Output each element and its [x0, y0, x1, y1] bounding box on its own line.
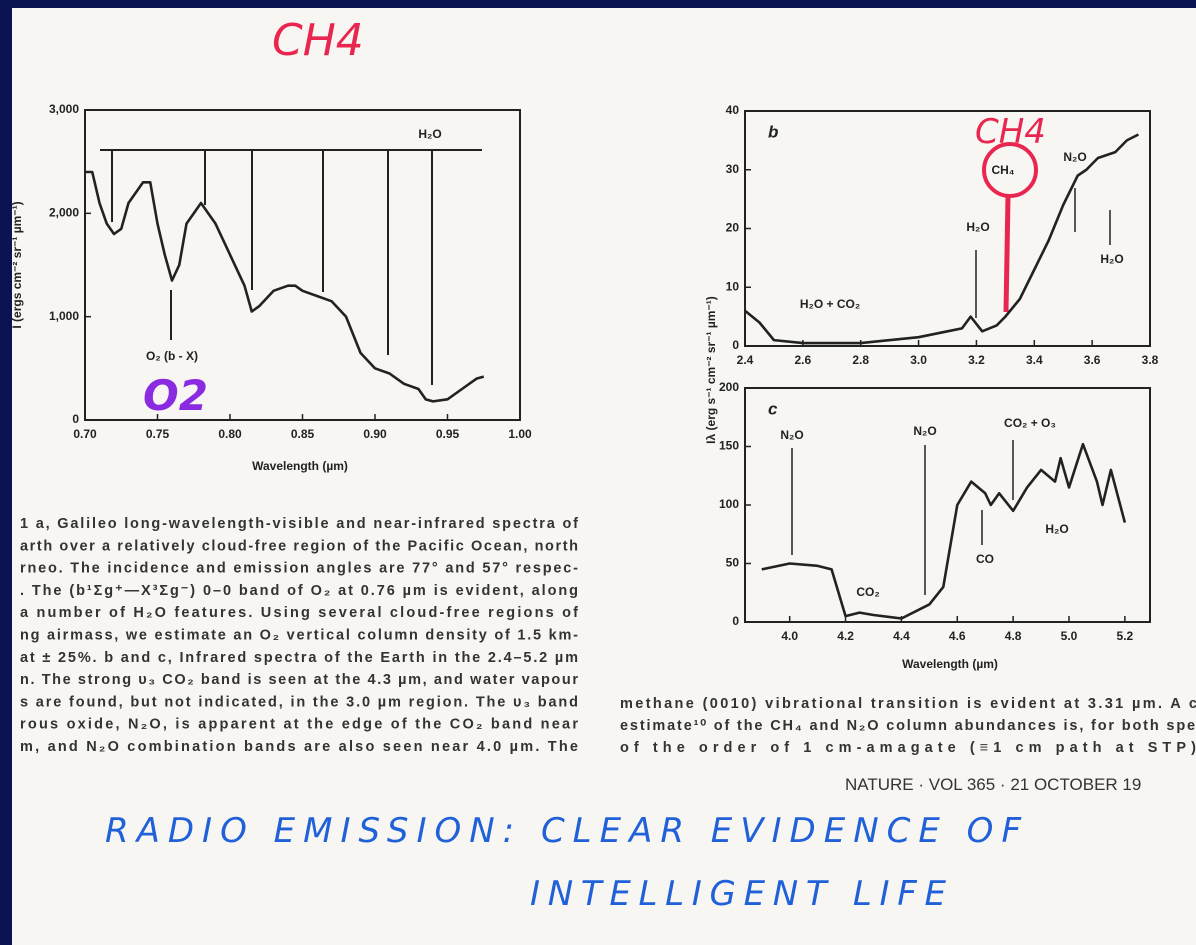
caption-line: ng airmass, we estimate an O₂ vertical c… — [20, 628, 578, 644]
annotation: O₂ (b - X) — [146, 349, 198, 363]
h2o-markers — [100, 149, 482, 385]
y-tick-label: 1,000 — [49, 309, 79, 323]
caption-line: m, and N₂O combination bands are also se… — [20, 739, 578, 755]
annotation-ticks — [791, 188, 1111, 595]
caption-line: arth over a relatively cloud-free region… — [20, 538, 578, 554]
y-tick-label: 200 — [719, 380, 739, 394]
annotation: N₂O — [913, 424, 936, 438]
spectrum-line — [85, 170, 485, 403]
annotation: CH₄ — [991, 163, 1014, 177]
y-tick-label: 50 — [726, 556, 740, 570]
y-tick-label: 0 — [732, 614, 739, 628]
handwritten-ch4-b: CH4 — [975, 112, 1046, 152]
spectrum-line — [744, 133, 1140, 345]
y-tick-label: 3,000 — [49, 102, 79, 116]
x-tick-label: 4.8 — [1005, 629, 1022, 643]
annotation: CO₂ — [856, 585, 879, 599]
handwritten-ch4: CH4 — [272, 15, 364, 66]
panel-letter: b — [768, 122, 778, 141]
caption-line: . The (b¹Σg⁺—X³Σg⁻) 0–0 band of O₂ at 0.… — [20, 583, 578, 599]
caption-line: methane (0010) vibrational transition is… — [620, 696, 1196, 712]
x-tick-label: 2.4 — [737, 353, 754, 367]
y-tick-label: 150 — [719, 439, 739, 453]
y-axis-label: I (ergs cm⁻² sr⁻¹ µm⁻¹) — [10, 201, 24, 328]
x-tick-label: 2.8 — [852, 353, 869, 367]
annotation: N₂O — [780, 428, 803, 442]
annotation: CO₂ + O₃ — [1004, 416, 1056, 430]
spectrum-line — [761, 442, 1127, 620]
handwritten-o2: O2 — [143, 371, 208, 420]
caption-line: s are found, but not indicated, in the 3… — [20, 694, 578, 710]
y-tick-label: 30 — [726, 162, 740, 176]
annotation: H₂O — [1100, 252, 1123, 266]
paper — [12, 8, 1196, 945]
caption-line: n. The strong υ₃ CO₂ band is seen at the… — [20, 672, 578, 688]
handwritten-line1: RADIO EMISSION: CLEAR EVIDENCE OF — [105, 811, 1025, 851]
x-tick-label: 4.6 — [949, 629, 966, 643]
y-tick-label: 100 — [719, 497, 739, 511]
x-tick-label: 0.85 — [291, 427, 315, 441]
y-axis-label: Iλ (erg s⁻¹ cm⁻² sr⁻¹ µm⁻¹) — [704, 296, 718, 444]
x-tick-label: 4.0 — [781, 629, 798, 643]
x-tick-label: 3.8 — [1142, 353, 1159, 367]
y-tick-label: 40 — [726, 103, 740, 117]
annotation: H₂O — [966, 220, 989, 234]
x-tick-label: 0.70 — [73, 427, 97, 441]
y-tick-label: 10 — [726, 279, 740, 293]
caption-line: 1 a, Galileo long-wavelength-visible and… — [20, 516, 578, 532]
x-tick-label: 2.6 — [795, 353, 812, 367]
x-axis-label: Wavelength (µm) — [902, 657, 998, 671]
x-tick-label: 0.90 — [363, 427, 387, 441]
x-tick-label: 3.4 — [1026, 353, 1043, 367]
x-tick-label: 3.2 — [968, 353, 985, 367]
x-tick-label: 4.2 — [837, 629, 854, 643]
annotation: H₂O + CO₂ — [800, 297, 860, 311]
annotation: H₂O — [1045, 522, 1068, 536]
x-tick-label: 3.6 — [1084, 353, 1101, 367]
panel-letter: c — [768, 399, 778, 418]
annotation: N₂O — [1063, 150, 1086, 164]
x-tick-label: 1.00 — [508, 427, 532, 441]
x-tick-label: 5.0 — [1061, 629, 1078, 643]
y-tick-label: 0 — [732, 338, 739, 352]
x-tick-label: 0.75 — [146, 427, 170, 441]
ch4-circle — [982, 142, 1038, 198]
x-tick-label: 0.80 — [218, 427, 242, 441]
x-tick-label: 3.0 — [910, 353, 927, 367]
x-tick-label: 4.4 — [893, 629, 910, 643]
annotation: CO — [976, 552, 994, 566]
caption-line: estimate¹⁰ of the CH₄ and N₂O column abu… — [620, 718, 1196, 734]
footer: NATURE · VOL 365 · 21 OCTOBER 19 — [845, 775, 1141, 794]
y-tick-label: 20 — [726, 221, 740, 235]
x-axis-label: Wavelength (µm) — [252, 459, 348, 473]
ch4-pointer — [1003, 195, 1011, 313]
y-tick-label: 0 — [72, 412, 79, 426]
x-tick-label: 0.95 — [436, 427, 460, 441]
x-tick-label: 5.2 — [1117, 629, 1134, 643]
y-tick-label: 2,000 — [49, 206, 79, 220]
caption-line: rneo. The incidence and emission angles … — [20, 561, 578, 577]
annotation: H₂O — [418, 127, 441, 141]
caption-line: at ± 25%. b and c, Infrared spectra of t… — [20, 650, 578, 666]
